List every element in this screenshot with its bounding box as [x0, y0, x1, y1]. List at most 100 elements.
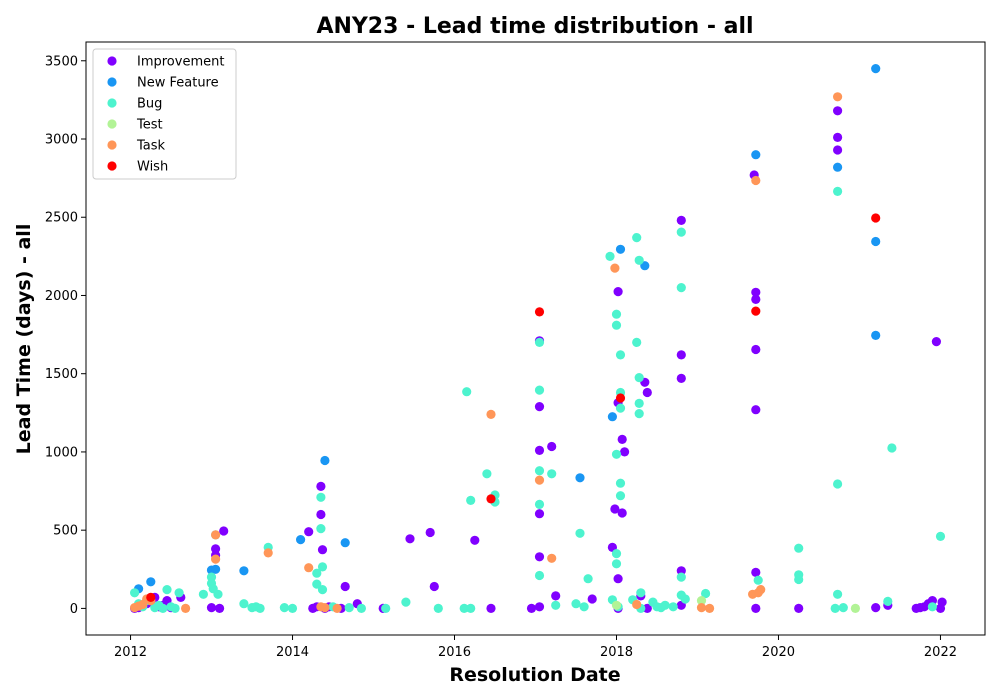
data-point	[219, 526, 229, 536]
data-point	[211, 544, 221, 554]
data-point	[676, 572, 686, 582]
data-point	[617, 434, 627, 444]
data-point	[466, 495, 476, 505]
data-point	[611, 549, 622, 559]
data-point	[211, 554, 221, 564]
data-point	[833, 132, 843, 142]
data-point	[425, 527, 435, 538]
data-point	[676, 283, 686, 293]
y-tick-label: 3000	[45, 133, 78, 148]
data-point	[605, 251, 615, 261]
data-point	[751, 603, 761, 614]
data-point	[611, 309, 622, 319]
y-tick-label: 2000	[45, 289, 78, 304]
data-point	[433, 603, 443, 614]
data-point	[610, 504, 620, 514]
data-point	[211, 564, 221, 574]
data-point	[676, 566, 686, 576]
data-point	[304, 527, 314, 537]
data-point	[620, 447, 630, 457]
data-point	[206, 572, 217, 582]
x-axis: 2012 2014 2016 2018 2020 2022	[114, 635, 957, 660]
data-point	[316, 509, 326, 520]
data-point	[320, 455, 330, 466]
data-point	[571, 599, 581, 609]
data-point	[931, 337, 942, 347]
data-point	[534, 570, 545, 581]
data-point	[312, 568, 322, 578]
data-point	[459, 603, 469, 614]
data-point	[634, 398, 644, 408]
legend-marker	[107, 98, 117, 108]
data-point	[696, 596, 707, 606]
data-point	[587, 594, 597, 604]
x-axis-label: Resolution Date	[449, 664, 620, 686]
data-point	[613, 287, 623, 297]
data-point	[660, 600, 670, 610]
data-points	[130, 64, 947, 614]
data-point	[466, 603, 476, 614]
x-tick-label: 2014	[276, 645, 309, 660]
data-point	[632, 337, 642, 347]
data-point	[617, 508, 627, 518]
data-point	[130, 588, 140, 598]
data-point	[534, 602, 545, 612]
data-point	[158, 603, 168, 614]
x-tick-label: 2016	[438, 645, 471, 660]
data-point	[871, 603, 881, 613]
data-point	[316, 492, 326, 502]
data-point	[701, 588, 711, 599]
data-point	[534, 385, 545, 395]
data-point	[871, 236, 881, 247]
data-point	[534, 499, 545, 509]
legend-label: New Feature	[137, 76, 219, 91]
data-point	[676, 215, 686, 225]
data-point	[751, 344, 761, 355]
data-point	[935, 531, 946, 542]
data-point	[317, 562, 328, 572]
data-point	[883, 596, 893, 607]
data-point	[583, 574, 593, 584]
data-point	[833, 589, 843, 599]
data-point	[753, 575, 763, 585]
data-point	[937, 597, 947, 607]
data-point	[927, 602, 938, 612]
data-point	[551, 600, 561, 610]
data-point	[871, 330, 881, 340]
data-point	[146, 577, 156, 587]
data-point	[340, 581, 350, 592]
data-point	[615, 403, 626, 413]
data-point	[833, 186, 843, 196]
data-point	[751, 150, 761, 160]
data-point	[534, 509, 545, 519]
data-point	[547, 469, 557, 479]
data-point	[206, 603, 217, 613]
data-point	[198, 589, 208, 599]
data-point	[320, 603, 330, 613]
data-point	[405, 534, 415, 544]
data-point	[634, 255, 644, 265]
data-point	[340, 538, 350, 548]
data-point	[356, 603, 366, 614]
x-tick-label: 2022	[924, 645, 957, 660]
data-point	[279, 603, 289, 613]
legend-marker	[107, 56, 117, 66]
legend-label: Task	[136, 139, 166, 154]
y-axis: 0 500 1000 1500 2000 2500 3000 3500	[45, 54, 86, 617]
data-point	[486, 494, 496, 504]
data-point	[429, 581, 439, 592]
data-point	[174, 588, 184, 598]
data-point	[551, 591, 561, 601]
data-point	[534, 466, 545, 476]
data-point	[632, 599, 642, 610]
y-tick-label: 1000	[45, 445, 78, 460]
data-point	[575, 473, 585, 483]
data-point	[611, 320, 622, 330]
data-point	[751, 306, 761, 316]
data-point	[607, 412, 618, 422]
data-point	[696, 603, 707, 613]
series-task	[130, 92, 843, 614]
legend-marker	[107, 140, 117, 150]
data-point	[705, 603, 715, 614]
data-point	[263, 548, 273, 558]
